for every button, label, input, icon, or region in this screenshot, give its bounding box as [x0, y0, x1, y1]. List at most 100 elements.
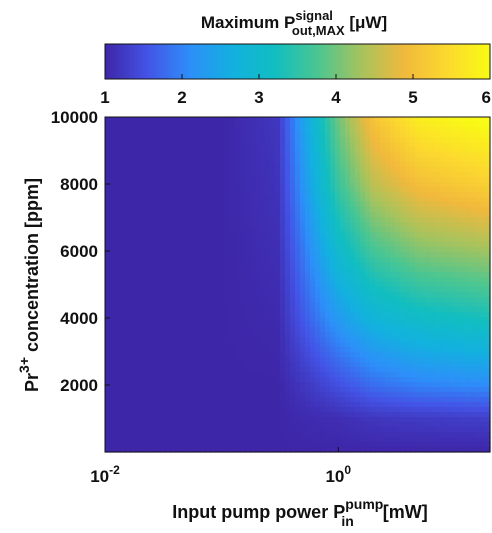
- heatmap-cell: [145, 152, 151, 158]
- heatmap-cell: [365, 177, 371, 183]
- heatmap-cell: [270, 262, 276, 268]
- heatmap-cell: [485, 172, 491, 178]
- heatmap-cell: [120, 252, 126, 258]
- heatmap-cell: [180, 127, 186, 133]
- heatmap-cell: [235, 207, 241, 213]
- heatmap-cell: [475, 122, 481, 128]
- heatmap-cell: [230, 237, 236, 243]
- heatmap-cell: [305, 262, 311, 268]
- heatmap-cell: [215, 427, 221, 433]
- heatmap-cell: [405, 302, 411, 308]
- heatmap-cell: [175, 117, 181, 123]
- heatmap-cell: [155, 302, 161, 308]
- heatmap-cell: [255, 292, 261, 298]
- heatmap-cell: [240, 422, 246, 428]
- heatmap-cell: [455, 282, 461, 288]
- heatmap-cell: [445, 262, 451, 268]
- heatmap-cell: [310, 187, 316, 193]
- heatmap-cell: [260, 147, 266, 153]
- heatmap-cell: [260, 207, 266, 213]
- heatmap-cell: [130, 347, 136, 353]
- heatmap-cell: [465, 337, 471, 343]
- heatmap-cell: [165, 372, 171, 378]
- heatmap-cell: [285, 277, 291, 283]
- heatmap-cell: [385, 187, 391, 193]
- heatmap-cell: [435, 192, 441, 198]
- heatmap-cell: [380, 152, 386, 158]
- heatmap-cell: [465, 382, 471, 388]
- heatmap-cell: [295, 267, 301, 273]
- heatmap-cell: [145, 297, 151, 303]
- heatmap-cell: [335, 182, 341, 188]
- heatmap-cell: [285, 377, 291, 383]
- heatmap-cell: [155, 192, 161, 198]
- heatmap-cell: [195, 397, 201, 403]
- heatmap-cell: [180, 342, 186, 348]
- heatmap-cell: [480, 432, 486, 438]
- heatmap-cell: [320, 437, 326, 443]
- heatmap-cell: [335, 287, 341, 293]
- heatmap-cell: [335, 342, 341, 348]
- heatmap-cell: [155, 332, 161, 338]
- heatmap-cell: [165, 407, 171, 413]
- heatmap-cell: [340, 432, 346, 438]
- heatmap-cell: [105, 342, 111, 348]
- heatmap-cell: [275, 387, 281, 393]
- heatmap-cell: [230, 207, 236, 213]
- heatmap-cell: [450, 267, 456, 273]
- heatmap-cell: [400, 407, 406, 413]
- heatmap-cell: [165, 252, 171, 258]
- heatmap-cell: [470, 312, 476, 318]
- heatmap-cell: [325, 207, 331, 213]
- heatmap-cell: [235, 202, 241, 208]
- heatmap-cell: [275, 437, 281, 443]
- heatmap-cell: [190, 377, 196, 383]
- heatmap-cell: [235, 262, 241, 268]
- heatmap-cell: [450, 302, 456, 308]
- heatmap-cell: [365, 437, 371, 443]
- heatmap-cell: [425, 337, 431, 343]
- heatmap-cell: [255, 147, 261, 153]
- heatmap-cell: [110, 317, 116, 323]
- heatmap-cell: [355, 382, 361, 388]
- heatmap-cell: [340, 347, 346, 353]
- heatmap-cell: [350, 427, 356, 433]
- heatmap-cell: [340, 257, 346, 263]
- heatmap-cell: [155, 267, 161, 273]
- heatmap-cell: [365, 357, 371, 363]
- heatmap-cell: [345, 437, 351, 443]
- heatmap-cell: [280, 337, 286, 343]
- heatmap-cell: [105, 132, 111, 138]
- heatmap-cell: [255, 197, 261, 203]
- heatmap-cell: [140, 432, 146, 438]
- heatmap-cell: [450, 402, 456, 408]
- heatmap-cell: [385, 152, 391, 158]
- heatmap-cell: [365, 412, 371, 418]
- heatmap-cell: [400, 167, 406, 173]
- heatmap-cell: [395, 302, 401, 308]
- heatmap-cell: [450, 417, 456, 423]
- heatmap-cell: [265, 312, 271, 318]
- heatmap-cell: [295, 297, 301, 303]
- heatmap-cell: [340, 312, 346, 318]
- heatmap-cell: [435, 352, 441, 358]
- heatmap-cell: [185, 197, 191, 203]
- heatmap-cell: [150, 222, 156, 228]
- heatmap-cell: [180, 212, 186, 218]
- heatmap-cell: [240, 437, 246, 443]
- heatmap-cell: [400, 412, 406, 418]
- heatmap-cell: [155, 262, 161, 268]
- heatmap-cell: [125, 352, 131, 358]
- heatmap-cell: [370, 317, 376, 323]
- heatmap-cell: [315, 177, 321, 183]
- heatmap-cell: [425, 287, 431, 293]
- heatmap-cell: [295, 277, 301, 283]
- heatmap-cell: [265, 182, 271, 188]
- heatmap-cell: [320, 267, 326, 273]
- heatmap-cell: [275, 402, 281, 408]
- heatmap-cell: [300, 222, 306, 228]
- heatmap-cell: [320, 197, 326, 203]
- heatmap-cell: [400, 187, 406, 193]
- heatmap-cell: [200, 122, 206, 128]
- heatmap-cell: [330, 302, 336, 308]
